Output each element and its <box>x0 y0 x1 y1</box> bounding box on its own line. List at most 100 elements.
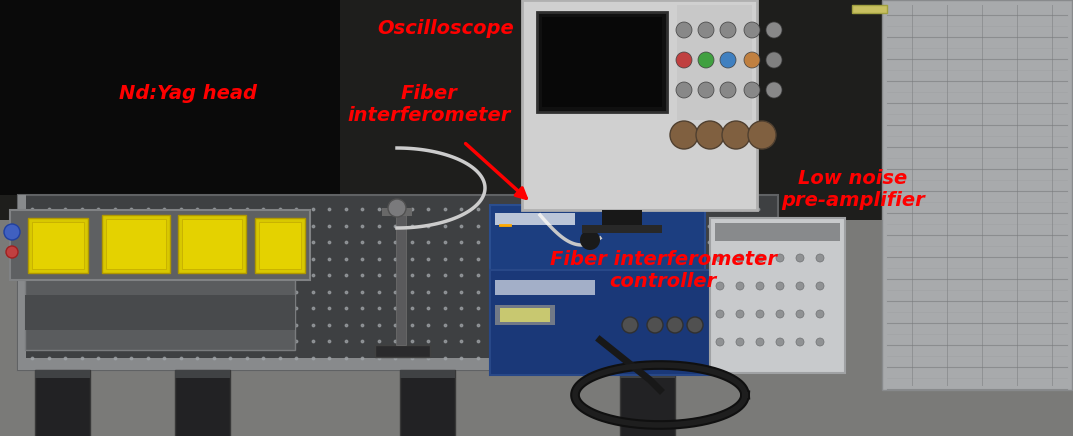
Text: Oscilloscope: Oscilloscope <box>377 19 514 38</box>
Circle shape <box>667 317 684 333</box>
Bar <box>582 225 662 233</box>
Circle shape <box>716 338 724 346</box>
Circle shape <box>716 282 724 290</box>
Bar <box>620 370 675 378</box>
Circle shape <box>716 310 724 318</box>
Bar <box>32 222 84 269</box>
Circle shape <box>766 52 782 68</box>
Bar <box>500 308 550 322</box>
Circle shape <box>766 82 782 98</box>
Circle shape <box>756 254 764 262</box>
Circle shape <box>6 246 18 258</box>
Circle shape <box>796 226 804 234</box>
Circle shape <box>756 282 764 290</box>
Circle shape <box>720 22 736 38</box>
Bar <box>25 270 295 350</box>
Circle shape <box>722 121 750 149</box>
Circle shape <box>736 254 744 262</box>
Circle shape <box>776 282 784 290</box>
Circle shape <box>4 224 20 240</box>
Circle shape <box>647 317 663 333</box>
Circle shape <box>796 282 804 290</box>
Bar <box>495 280 596 295</box>
Circle shape <box>716 226 724 234</box>
Circle shape <box>720 52 736 68</box>
Circle shape <box>676 82 692 98</box>
Circle shape <box>699 22 714 38</box>
Circle shape <box>776 226 784 234</box>
Bar <box>400 370 455 378</box>
Bar <box>495 305 555 325</box>
Bar <box>396 210 406 345</box>
Bar <box>490 205 705 335</box>
Circle shape <box>670 121 699 149</box>
Bar <box>620 370 675 436</box>
Bar <box>542 17 662 107</box>
Circle shape <box>756 338 764 346</box>
Bar <box>182 219 242 269</box>
Circle shape <box>815 254 824 262</box>
Circle shape <box>815 338 824 346</box>
Circle shape <box>815 226 824 234</box>
Bar <box>536 12 667 112</box>
Circle shape <box>622 317 638 333</box>
Bar <box>18 195 778 370</box>
Circle shape <box>796 310 804 318</box>
Circle shape <box>766 22 782 38</box>
Text: Fiber interferometer
controller: Fiber interferometer controller <box>549 250 777 291</box>
Bar <box>715 223 840 241</box>
Circle shape <box>796 338 804 346</box>
Bar <box>495 213 575 225</box>
Circle shape <box>720 82 736 98</box>
Circle shape <box>388 199 406 217</box>
Bar <box>175 370 230 378</box>
Circle shape <box>736 338 744 346</box>
Circle shape <box>815 282 824 290</box>
Bar <box>25 295 295 330</box>
Bar <box>18 358 778 370</box>
Circle shape <box>676 52 692 68</box>
Circle shape <box>776 338 784 346</box>
Circle shape <box>580 230 600 250</box>
Bar <box>882 0 1072 390</box>
Bar <box>852 5 887 13</box>
Bar <box>677 5 752 120</box>
Bar <box>106 219 166 269</box>
Circle shape <box>744 22 760 38</box>
Bar <box>28 218 88 273</box>
Circle shape <box>815 310 824 318</box>
Bar <box>0 0 1073 220</box>
Circle shape <box>736 282 744 290</box>
Circle shape <box>748 121 776 149</box>
Circle shape <box>744 52 760 68</box>
Bar <box>0 0 340 195</box>
Bar <box>374 345 430 357</box>
Bar <box>35 370 90 436</box>
Circle shape <box>716 254 724 262</box>
Text: Fiber
interferometer: Fiber interferometer <box>348 84 511 125</box>
Text: Low noise
pre-amplifier: Low noise pre-amplifier <box>781 169 925 210</box>
Bar <box>175 370 230 436</box>
Circle shape <box>676 22 692 38</box>
Circle shape <box>699 52 714 68</box>
Bar <box>490 270 725 375</box>
Circle shape <box>736 226 744 234</box>
Bar <box>521 0 756 210</box>
Circle shape <box>696 121 724 149</box>
Circle shape <box>744 82 760 98</box>
Circle shape <box>776 310 784 318</box>
Circle shape <box>796 254 804 262</box>
Bar <box>178 215 246 273</box>
Text: Nd:Yag head: Nd:Yag head <box>119 84 256 103</box>
Bar <box>255 218 305 273</box>
Bar <box>102 215 170 273</box>
Bar <box>10 210 310 280</box>
Bar <box>259 222 302 269</box>
Circle shape <box>756 226 764 234</box>
Circle shape <box>736 310 744 318</box>
Bar <box>35 370 90 378</box>
Bar <box>0 220 1073 436</box>
Bar <box>18 195 26 370</box>
Circle shape <box>776 254 784 262</box>
Circle shape <box>756 310 764 318</box>
